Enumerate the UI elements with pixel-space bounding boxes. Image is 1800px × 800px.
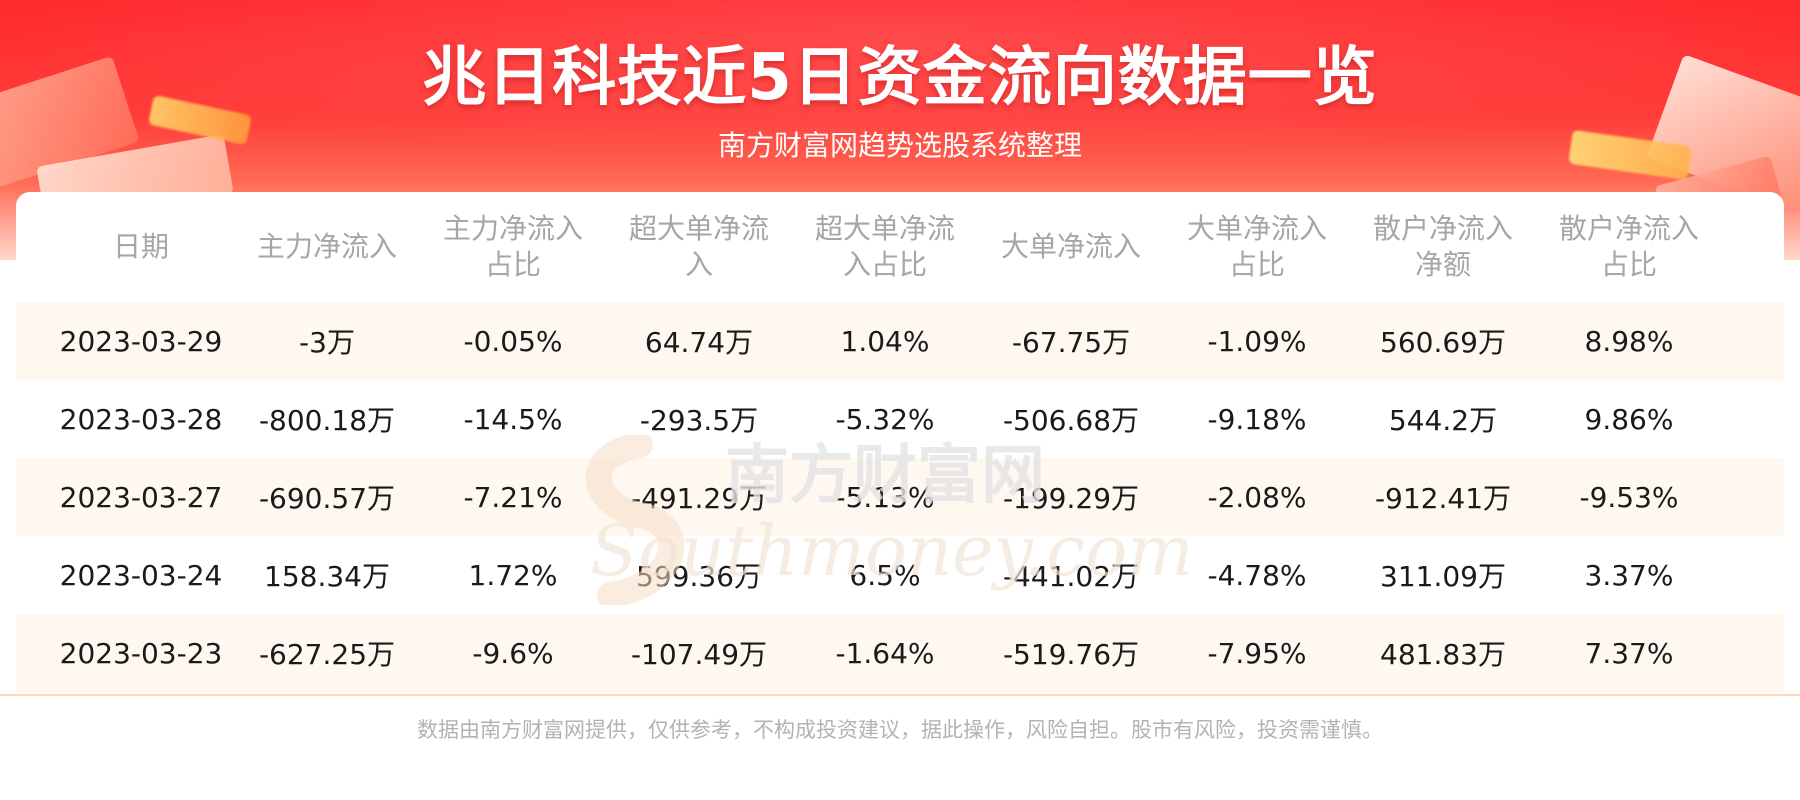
cell-xl-inflow: 64.74万 — [644, 326, 754, 359]
column-header-large-inflow: 大单净流入 — [1000, 230, 1141, 263]
cell-xl-ratio: -5.13% — [835, 480, 935, 514]
cell-main-inflow: -3万 — [299, 326, 355, 359]
cell-large-ratio: -9.18% — [1207, 402, 1307, 436]
cell-xl-inflow: -491.29万 — [630, 482, 768, 515]
table-row: 2023-03-23 -627.25万 -9.6% -107.49万 -1.64… — [16, 614, 1784, 692]
column-header-xl-ratio: 超大单净流入占比 — [814, 212, 955, 281]
cell-date: 2023-03-24 — [59, 558, 223, 592]
cell-main-inflow: 158.34万 — [264, 560, 390, 593]
cell-retail-ratio: 8.98% — [1584, 324, 1674, 358]
cell-large-ratio: -7.95% — [1207, 636, 1307, 670]
cell-main-inflow: -800.18万 — [258, 404, 396, 437]
cell-large-ratio: -1.09% — [1207, 324, 1307, 358]
cell-large-inflow: -506.68万 — [1002, 404, 1140, 437]
page-title: 兆日科技近5日资金流向数据一览 — [422, 41, 1378, 115]
cell-date: 2023-03-29 — [59, 324, 223, 358]
cell-retail-inflow: 481.83万 — [1380, 638, 1506, 671]
cell-retail-inflow: -912.41万 — [1374, 482, 1512, 515]
cell-xl-ratio: 1.04% — [840, 324, 930, 358]
footer-divider — [0, 694, 1800, 696]
cell-large-ratio: -2.08% — [1207, 480, 1307, 514]
cell-xl-ratio: -1.64% — [835, 636, 935, 670]
column-header-date: 日期 — [112, 230, 169, 263]
cell-large-inflow: -199.29万 — [1002, 482, 1140, 515]
cell-main-ratio: -9.6% — [472, 636, 554, 670]
cell-date: 2023-03-23 — [59, 636, 223, 670]
cell-xl-ratio: -5.32% — [835, 402, 935, 436]
footer-disclaimer: 数据由南方财富网提供，仅供参考，不构成投资建议，据此操作，风险自担。股市有风险，… — [417, 718, 1383, 742]
table-row: 2023-03-28 -800.18万 -14.5% -293.5万 -5.32… — [16, 380, 1784, 458]
cell-xl-ratio: 6.5% — [849, 558, 921, 592]
data-table: 日期 主力净流入 主力净流入占比 超大单净流入 超大单净流入占比 大单净流入 大… — [16, 192, 1784, 694]
cell-date: 2023-03-28 — [59, 402, 223, 436]
table-row: 2023-03-24 158.34万 1.72% 599.36万 6.5% -4… — [16, 536, 1784, 614]
cell-large-inflow: -441.02万 — [1002, 560, 1140, 593]
cell-xl-inflow: -293.5万 — [639, 404, 759, 437]
cell-xl-inflow: 599.36万 — [636, 560, 762, 593]
cell-main-ratio: -14.5% — [463, 402, 563, 436]
column-header-main-inflow: 主力净流入 — [256, 230, 397, 263]
cell-retail-inflow: 311.09万 — [1380, 560, 1506, 593]
cell-retail-ratio: -9.53% — [1579, 480, 1679, 514]
column-header-retail-inflow: 散户净流入净额 — [1372, 212, 1513, 281]
cell-large-inflow: -519.76万 — [1002, 638, 1140, 671]
cell-large-inflow: -67.75万 — [1011, 326, 1131, 359]
cell-main-inflow: -627.25万 — [258, 638, 396, 671]
cell-retail-inflow: 560.69万 — [1380, 326, 1506, 359]
cell-retail-ratio: 9.86% — [1584, 402, 1674, 436]
cell-retail-ratio: 3.37% — [1584, 558, 1674, 592]
table-row: 2023-03-27 -690.57万 -7.21% -491.29万 -5.1… — [16, 458, 1784, 536]
table-row: 2023-03-29 -3万 -0.05% 64.74万 1.04% -67.7… — [16, 302, 1784, 380]
column-header-large-ratio: 大单净流入占比 — [1186, 212, 1327, 281]
cell-large-ratio: -4.78% — [1207, 558, 1307, 592]
column-header-retail-ratio: 散户净流入占比 — [1558, 212, 1699, 281]
column-header-main-ratio: 主力净流入占比 — [442, 212, 583, 281]
cell-retail-ratio: 7.37% — [1584, 636, 1674, 670]
cell-retail-inflow: 544.2万 — [1388, 404, 1498, 437]
cell-main-inflow: -690.57万 — [258, 482, 396, 515]
cell-date: 2023-03-27 — [59, 480, 223, 514]
column-header-xl-inflow: 超大单净流入 — [628, 212, 769, 281]
cell-main-ratio: -7.21% — [463, 480, 563, 514]
cell-main-ratio: -0.05% — [463, 324, 563, 358]
cell-main-ratio: 1.72% — [468, 558, 558, 592]
table-header: 日期 主力净流入 主力净流入占比 超大单净流入 超大单净流入占比 大单净流入 大… — [16, 192, 1784, 302]
cell-xl-inflow: -107.49万 — [630, 638, 768, 671]
page-subtitle: 南方财富网趋势选股系统整理 — [717, 129, 1082, 162]
